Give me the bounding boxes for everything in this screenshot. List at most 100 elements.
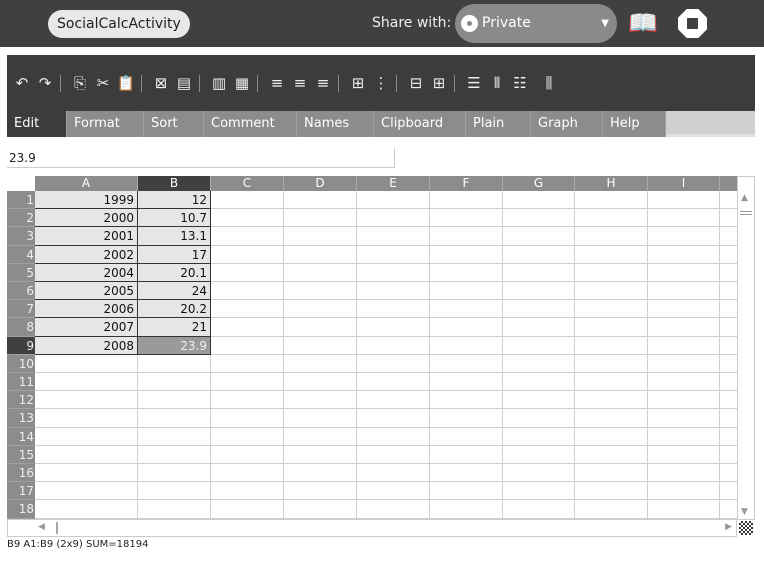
cell[interactable]	[138, 464, 211, 483]
cell[interactable]	[357, 245, 430, 264]
cell[interactable]	[430, 445, 503, 464]
cell[interactable]	[211, 263, 284, 282]
cell[interactable]: 10.7	[138, 209, 211, 228]
cell[interactable]	[503, 464, 575, 483]
cell[interactable]	[503, 427, 575, 446]
cell[interactable]	[503, 318, 575, 337]
cell[interactable]: 24	[138, 282, 211, 301]
scroll-left-icon[interactable]: ◀	[38, 522, 45, 532]
delete-contents-icon[interactable]: ⊠	[154, 74, 168, 92]
cell[interactable]: 2005	[35, 282, 138, 301]
cell[interactable]	[575, 464, 648, 483]
scroll-thumb[interactable]	[56, 522, 58, 534]
cell[interactable]	[138, 482, 211, 501]
cell[interactable]	[284, 245, 357, 264]
cell[interactable]	[357, 300, 430, 319]
cell[interactable]	[430, 409, 503, 428]
cell[interactable]	[357, 336, 430, 355]
cell[interactable]	[430, 318, 503, 337]
cell[interactable]	[211, 373, 284, 392]
cell[interactable]	[284, 318, 357, 337]
cell[interactable]	[357, 282, 430, 301]
cell[interactable]	[138, 373, 211, 392]
merge-cells-icon[interactable]: ⊟	[409, 74, 423, 92]
cell[interactable]: 20.1	[138, 263, 211, 282]
cell[interactable]	[284, 373, 357, 392]
align-left-icon[interactable]: ≡	[270, 74, 284, 92]
insert-column-icon[interactable]: ▦	[234, 74, 250, 92]
cell[interactable]	[575, 336, 648, 355]
insert-column-after-icon[interactable]: ⫴	[493, 74, 501, 92]
cell[interactable]	[211, 445, 284, 464]
cell[interactable]	[284, 282, 357, 301]
tab-plain[interactable]: Plain	[466, 111, 531, 137]
cell[interactable]	[503, 354, 575, 373]
cell[interactable]	[138, 409, 211, 428]
cell[interactable]	[720, 446, 738, 464]
cell[interactable]	[720, 282, 738, 301]
cell[interactable]	[720, 209, 738, 228]
cell[interactable]	[357, 263, 430, 282]
tab-clipboard[interactable]: Clipboard	[374, 111, 466, 137]
cell[interactable]	[720, 482, 738, 501]
cell[interactable]	[211, 409, 284, 428]
cell[interactable]	[503, 191, 575, 210]
cell[interactable]	[430, 191, 503, 210]
row-header-6[interactable]: 6	[7, 282, 35, 301]
cell[interactable]: 12	[138, 191, 211, 210]
cell[interactable]: 2004	[35, 263, 138, 282]
cell[interactable]	[284, 427, 357, 446]
cell[interactable]: 21	[138, 318, 211, 337]
cell[interactable]	[35, 445, 138, 464]
cell[interactable]: 2002	[35, 245, 138, 264]
cell[interactable]	[357, 209, 430, 228]
tab-sort[interactable]: Sort	[144, 111, 204, 137]
cell[interactable]	[211, 227, 284, 246]
cell[interactable]	[357, 427, 430, 446]
cell[interactable]	[503, 500, 575, 519]
tab-help[interactable]: Help	[603, 111, 666, 137]
cell[interactable]	[35, 500, 138, 519]
cell[interactable]	[211, 300, 284, 319]
cell[interactable]	[211, 245, 284, 264]
cell[interactable]	[35, 354, 138, 373]
cell[interactable]	[284, 227, 357, 246]
cell[interactable]	[648, 409, 720, 428]
tab-edit[interactable]: Edit	[7, 111, 67, 137]
cell[interactable]	[720, 355, 738, 373]
cell[interactable]	[575, 227, 648, 246]
row-header-11[interactable]: 11	[7, 373, 35, 392]
cell[interactable]	[648, 245, 720, 264]
cell[interactable]	[720, 464, 738, 483]
row-header-14[interactable]: 14	[7, 427, 35, 446]
cell[interactable]	[503, 300, 575, 319]
cell[interactable]	[648, 191, 720, 210]
paste-formats-icon[interactable]: ▤	[176, 74, 192, 92]
cell[interactable]	[430, 482, 503, 501]
cell[interactable]	[35, 427, 138, 446]
cell[interactable]	[503, 409, 575, 428]
scroll-down-icon[interactable]: ▼	[741, 507, 748, 517]
row-header-10[interactable]: 10	[7, 354, 35, 373]
stop-icon[interactable]	[678, 9, 707, 38]
column-header-H[interactable]: H	[575, 176, 648, 191]
cell[interactable]	[357, 227, 430, 246]
cell[interactable]	[211, 354, 284, 373]
row-header-12[interactable]: 12	[7, 391, 35, 410]
row-header-16[interactable]: 16	[7, 464, 35, 483]
cell[interactable]	[284, 391, 357, 410]
cell[interactable]: 23.9	[138, 336, 211, 355]
cell[interactable]	[648, 336, 720, 355]
cell[interactable]	[575, 391, 648, 410]
cell[interactable]	[575, 500, 648, 519]
cell[interactable]	[720, 500, 738, 519]
borders-off-icon[interactable]: ⋮	[373, 74, 389, 92]
insert-row-after-icon[interactable]: ☰	[467, 74, 481, 92]
cell[interactable]	[430, 263, 503, 282]
cell[interactable]	[720, 264, 738, 282]
column-header[interactable]	[720, 176, 738, 191]
cell[interactable]	[720, 391, 738, 410]
row-header-3[interactable]: 3	[7, 227, 35, 246]
align-right-icon[interactable]: ≡	[316, 74, 330, 92]
cell[interactable]	[720, 373, 738, 392]
